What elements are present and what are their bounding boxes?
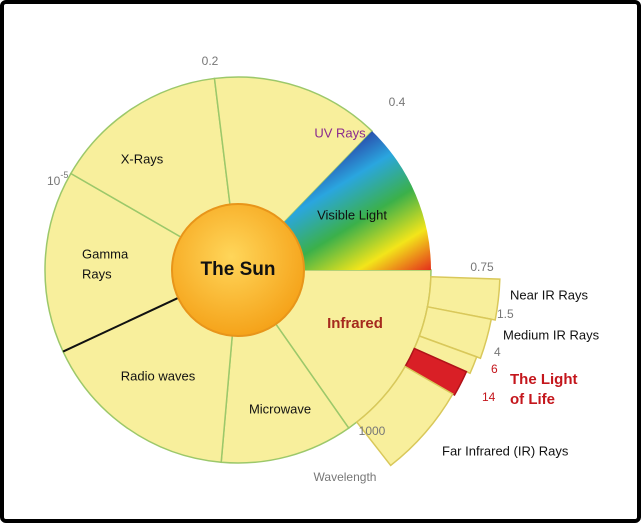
- region-label: Radio waves: [121, 368, 196, 383]
- band-label: of Life: [510, 391, 555, 408]
- sector: [355, 365, 454, 467]
- region-label: Rays: [82, 266, 112, 281]
- region-label: Gamma: [82, 246, 129, 261]
- wavelength-label: 0.2: [202, 54, 219, 68]
- diagram: The Sun UV Rays X-Rays Visible Light Gam…: [44, 54, 600, 484]
- wavelength-label: 0.4: [389, 95, 406, 109]
- band-label: The Light: [510, 371, 578, 388]
- region-label: X-Rays: [121, 151, 164, 166]
- band-label: Near IR Rays: [510, 287, 589, 302]
- sun: [171, 203, 305, 337]
- wavelength-label: 1000: [359, 424, 386, 438]
- wavelength-label: 0.75: [470, 260, 494, 274]
- boundary: [62, 295, 183, 353]
- wavelength-base: 10: [47, 174, 61, 188]
- wavelength-label: 14: [482, 390, 496, 404]
- sector: [279, 131, 431, 270]
- region-label: Visible Light: [317, 207, 387, 222]
- wavelength-label: 6: [491, 362, 498, 376]
- axis-label: Wavelength: [314, 470, 377, 484]
- band-label: Medium IR Rays: [503, 327, 600, 342]
- region-label: Infrared: [327, 315, 383, 332]
- region-label: UV Rays: [314, 125, 366, 140]
- band-label: Far Infrared (IR) Rays: [442, 443, 569, 458]
- wavelength-label: 4: [494, 345, 501, 359]
- center-label: The Sun: [201, 259, 276, 280]
- wavelength-exp: -5: [60, 170, 68, 180]
- wavelength-label: 10-5: [47, 170, 68, 188]
- wavelength-label: 1.5: [497, 307, 514, 321]
- region-label: Microwave: [249, 401, 311, 416]
